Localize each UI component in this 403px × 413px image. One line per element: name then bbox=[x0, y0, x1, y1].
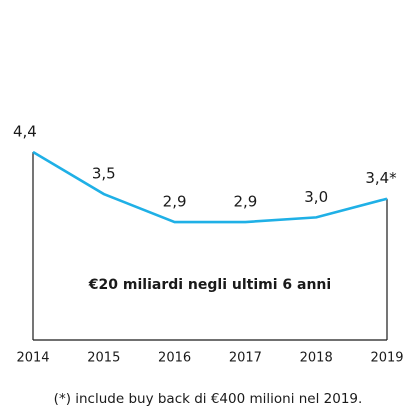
value-label: 3,5 bbox=[92, 165, 116, 183]
x-tick-label: 2014 bbox=[16, 351, 49, 366]
x-tick-label: 2016 bbox=[158, 351, 191, 366]
x-tick-label: 2017 bbox=[229, 351, 262, 366]
value-label: 3,0 bbox=[304, 188, 328, 206]
value-label: 3,4* bbox=[365, 169, 397, 187]
line bbox=[32, 150, 388, 224]
value-label: 2,9 bbox=[233, 193, 257, 211]
x-tick-label: 2019 bbox=[370, 351, 403, 366]
value-label: 4,4 bbox=[13, 123, 37, 141]
x-tick-label: 2018 bbox=[300, 351, 333, 366]
footnote: (*) include buy back di €400 milioni nel… bbox=[54, 391, 363, 407]
annotation: €20 miliardi negli ultimi 6 anni bbox=[88, 277, 331, 293]
x-tick-label: 2015 bbox=[87, 351, 120, 366]
value-label: 2,9 bbox=[163, 193, 187, 211]
